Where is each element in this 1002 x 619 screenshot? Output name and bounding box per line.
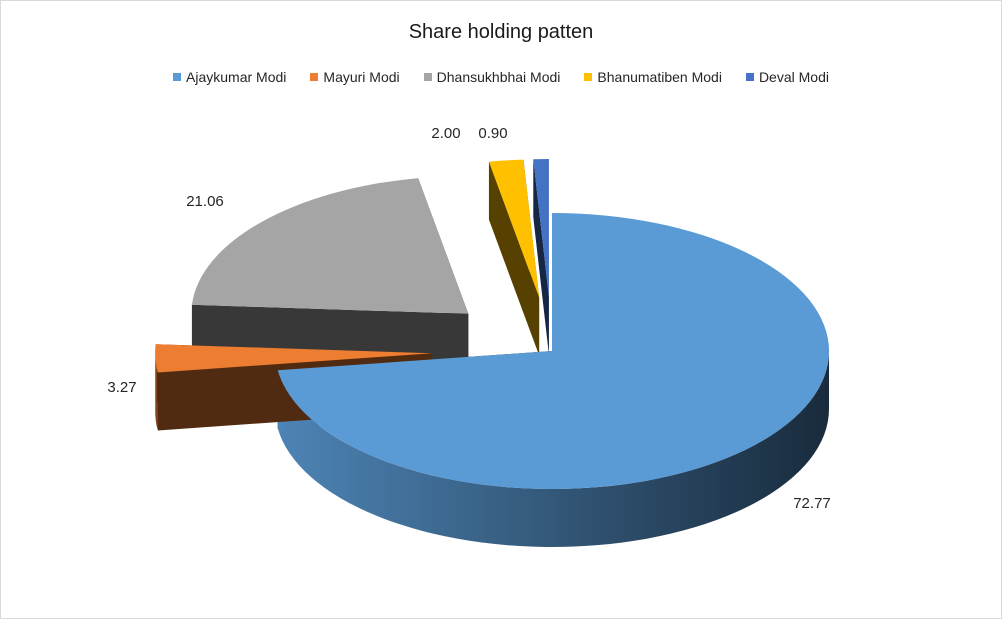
slice-wall-deval-modi-0 (533, 159, 549, 356)
legend-label-bhanumatiben-modi: Bhanumatiben Modi (597, 69, 722, 85)
data-label-ajaykumar-modi: 72.77 (793, 495, 831, 512)
data-label-dhansukhbhai-modi: 21.06 (186, 193, 224, 210)
legend-label-ajaykumar-modi: Ajaykumar Modi (186, 69, 287, 85)
slice-deval-modi (533, 159, 549, 298)
legend-label-mayuri-modi: Mayuri Modi (323, 69, 400, 85)
data-label-bhanumatiben-modi: 2.00 (431, 125, 460, 142)
legend-swatch-mayuri-modi (310, 73, 319, 81)
legend-item-dhansukhbhai-modi: Dhansukhbhai Modi (423, 69, 561, 85)
data-label-mayuri-modi: 3.27 (107, 379, 136, 396)
legend-item-bhanumatiben-modi: Bhanumatiben Modi (584, 69, 722, 85)
legend-label-deval-modi: Deval Modi (758, 69, 829, 85)
legend-swatch-dhansukhbhai-modi (423, 73, 432, 81)
legend-item-ajaykumar-modi: Ajaykumar Modi (173, 69, 286, 85)
chart-title: Share holding patten (408, 21, 594, 43)
slice-bhanumatiben-modi (488, 159, 540, 298)
slice-wall-bhanumatiben-modi-0 (488, 161, 540, 356)
legend-item-mayuri-modi: Mayuri Modi (310, 69, 400, 85)
legend-swatch-bhanumatiben-modi (584, 73, 593, 81)
slice-ajaykumar-modi (277, 213, 830, 489)
legend-label-dhansukhbhai-modi: Dhansukhbhai Modi (436, 69, 561, 85)
slice-dhansukhbhai-modi (191, 178, 469, 314)
legend-item-deval-modi: Deval Modi (745, 69, 829, 85)
legend-swatch-deval-modi (745, 73, 754, 81)
slice-side-mayuri-modi (155, 353, 158, 431)
data-label-deval-modi: 0.90 (478, 125, 507, 142)
legend-swatch-ajaykumar-modi (173, 73, 182, 81)
slice-side-ajaykumar-modi (277, 351, 830, 547)
slice-mayuri-modi (155, 344, 433, 373)
legend: Ajaykumar Modi Mayuri Modi Dhansukhbhai … (1, 69, 1001, 85)
